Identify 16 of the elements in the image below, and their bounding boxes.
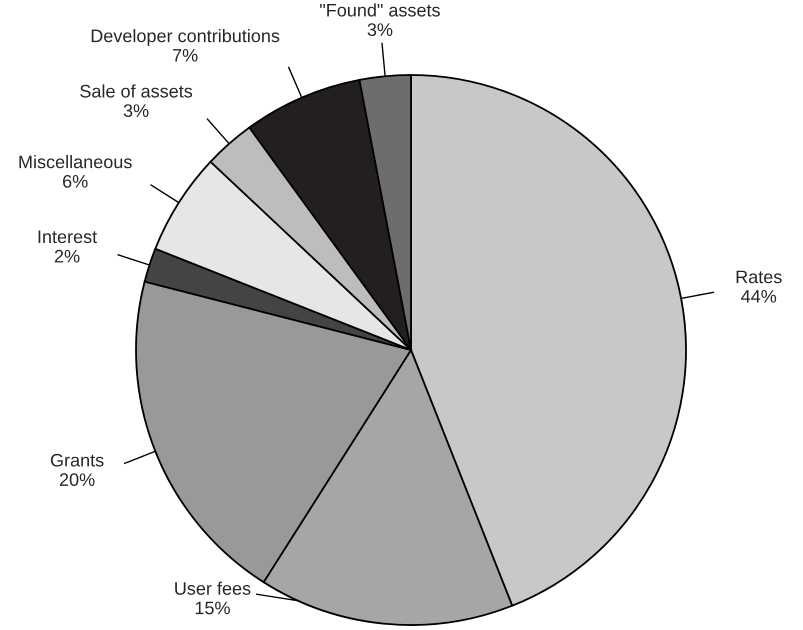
data-label: 20%: [60, 473, 95, 486]
data-label: 44%: [741, 290, 776, 303]
slice-label: Interest: [38, 230, 98, 244]
data-label: 3%: [124, 104, 148, 118]
slice-label: Sale of assets: [80, 84, 192, 98]
slice-label: Miscellaneous: [19, 155, 132, 168]
slice-label: Grants: [50, 454, 104, 467]
data-label: 3%: [368, 23, 392, 36]
data-label: 7%: [172, 49, 198, 62]
slice-label: Developer contributions: [92, 29, 280, 46]
data-label: 15%: [196, 602, 230, 614]
data-label: 6%: [63, 174, 88, 188]
slice-label: User fees: [175, 582, 250, 595]
data-label: 2%: [54, 250, 80, 263]
slice-label: "Found" assets: [320, 3, 440, 17]
slice-label: Rates: [736, 270, 782, 284]
